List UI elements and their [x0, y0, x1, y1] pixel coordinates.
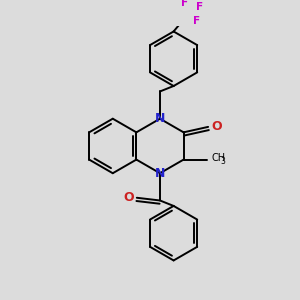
Text: F: F	[181, 0, 188, 8]
Text: F: F	[196, 2, 203, 12]
Text: F: F	[193, 16, 200, 26]
Text: O: O	[211, 120, 222, 134]
Text: CH: CH	[212, 153, 226, 163]
Text: 3: 3	[221, 157, 226, 166]
Text: N: N	[155, 112, 165, 125]
Text: N: N	[155, 167, 165, 180]
Text: O: O	[124, 191, 134, 204]
